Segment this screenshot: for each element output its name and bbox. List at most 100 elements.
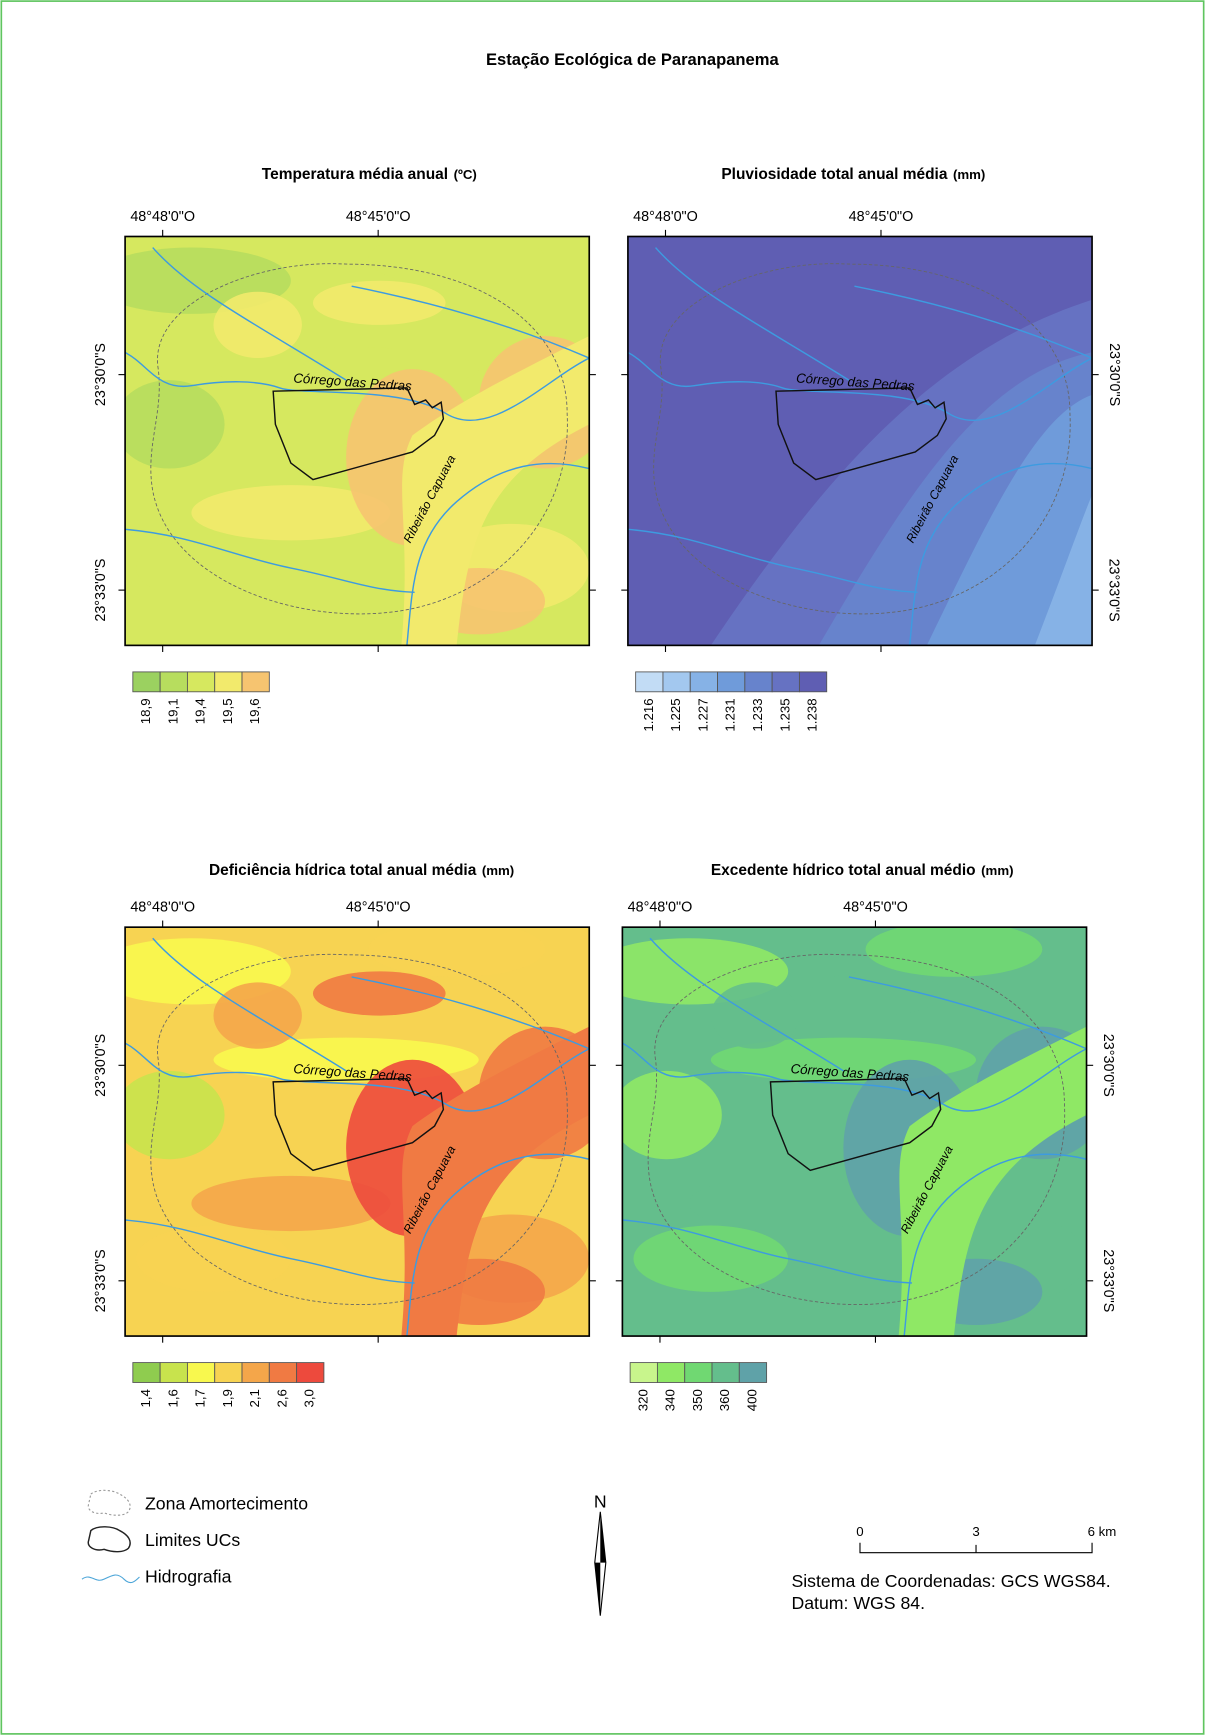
- river: [406, 1153, 590, 1337]
- legend-swatch: [656, 1362, 686, 1383]
- panel-unit: (ºC): [454, 167, 477, 182]
- zone-symbol: [87, 1489, 131, 1516]
- river: [152, 247, 347, 381]
- legend-class-label: 1,9: [220, 1389, 235, 1407]
- uc-boundary: [272, 1077, 445, 1172]
- river: [848, 976, 1087, 1050]
- legend-class-label: 19,4: [193, 698, 208, 724]
- raster-patch: [312, 971, 446, 1016]
- raster-patch: [401, 335, 590, 646]
- legend-class-label: 1.238: [805, 698, 820, 731]
- river: [406, 462, 590, 646]
- legend-class-label: 350: [690, 1389, 705, 1411]
- legend-label: Hidrografia: [145, 1566, 232, 1586]
- legend-class-label: 1,6: [165, 1389, 180, 1407]
- river-symbol: [81, 1574, 140, 1584]
- legend-swatch: [214, 1362, 243, 1383]
- river: [125, 528, 415, 594]
- legend-swatch: [132, 1362, 161, 1383]
- north-label: N: [594, 1491, 607, 1511]
- raster-patch: [368, 236, 546, 287]
- panel-unit: (mm): [482, 863, 514, 878]
- raster-patch: [125, 1070, 225, 1160]
- legend-class-label: 1.235: [777, 698, 792, 731]
- legend-label: Zona Amortecimento: [145, 1494, 308, 1514]
- legend-class-label: 1.231: [723, 698, 738, 731]
- raster-patch: [810, 971, 943, 1016]
- x-coordinate-label: 48°45'0"O: [843, 900, 908, 916]
- panel-unit: (mm): [953, 167, 985, 182]
- legend-class-label: 1.225: [668, 698, 683, 731]
- x-coordinate-label: 48°48'0"O: [628, 900, 693, 916]
- river: [854, 285, 1093, 359]
- legend-swatch: [159, 1362, 188, 1383]
- uc-symbol: [87, 1526, 131, 1553]
- legend-class-label: 320: [635, 1389, 650, 1411]
- y-coordinate-label: 23°33'0"S: [1106, 559, 1122, 622]
- legend-class-label: 340: [663, 1389, 678, 1411]
- raster-patch: [136, 1225, 291, 1292]
- panel-title: Deficiência hídrica total anual média (mm…: [209, 862, 514, 879]
- raster-patch: [368, 927, 546, 977]
- x-coordinate-label: 48°48'0"O: [130, 209, 195, 225]
- river: [152, 937, 347, 1072]
- map-legend: Zona Amortecimento Limites UCs Hidrograf…: [81, 1489, 1117, 1616]
- legend-label: Limites UCs: [145, 1530, 240, 1550]
- scale-label: 3: [972, 1524, 979, 1539]
- legend-swatch: [159, 671, 188, 693]
- legend-class-label: 19,1: [165, 698, 180, 724]
- buffer-zone: [653, 263, 1071, 615]
- legend-swatch: [186, 671, 216, 693]
- map-border: [124, 926, 591, 1337]
- buffer-zone: [150, 953, 568, 1306]
- river: [909, 462, 1093, 646]
- north-arrow-fill: [594, 1511, 606, 1616]
- legend-swatch: [132, 671, 161, 693]
- panel-title-text: Temperatura média anual: [262, 166, 448, 183]
- legend-class-label: 360: [717, 1389, 732, 1411]
- legend-swatch: [635, 671, 664, 693]
- raster-patch: [191, 485, 391, 541]
- buffer-zone: [647, 953, 1066, 1306]
- legend-class-label: 18,9: [138, 698, 153, 724]
- x-coordinate-label: 48°45'0"O: [346, 900, 411, 916]
- raster-patch: [865, 927, 1043, 977]
- legend-swatch: [689, 671, 718, 693]
- legend-class-label: 3,0: [302, 1389, 317, 1407]
- legend-swatch: [738, 1362, 768, 1383]
- x-coordinate-label: 48°48'0"O: [633, 209, 698, 225]
- legend-swatch: [241, 671, 270, 693]
- raster-band: [926, 394, 1093, 646]
- buffer-zone: [150, 263, 568, 615]
- legend-swatch: [186, 1362, 216, 1383]
- legend-swatch: [214, 671, 243, 693]
- crs-text: Sistema de Coordenadas: GCS WGS84.: [791, 1571, 1110, 1591]
- legend-class-label: 2,6: [274, 1389, 289, 1407]
- uc-boundary: [769, 1077, 942, 1172]
- legend-swatch: [662, 671, 691, 693]
- raster-patch: [688, 1175, 888, 1232]
- river: [622, 1219, 912, 1284]
- raster-patch: [136, 534, 291, 602]
- river: [655, 247, 850, 381]
- y-coordinate-label: 23°30'0"S: [1100, 1034, 1116, 1097]
- panel-title: Temperatura média anual (ºC): [262, 166, 477, 183]
- legend-class-label: 2,1: [247, 1389, 262, 1407]
- scale-label: 6 km: [1088, 1524, 1117, 1539]
- scale-label: 0: [856, 1524, 863, 1539]
- raster-band: [1034, 494, 1093, 646]
- river: [351, 285, 590, 359]
- y-coordinate-label: 23°33'0"S: [1100, 1249, 1116, 1312]
- panel-title: Pluviosidade total anual média (mm): [721, 166, 985, 183]
- map-border: [627, 235, 1093, 647]
- legend-swatch: [711, 1362, 740, 1383]
- crs-text: Datum: WGS 84.: [791, 1593, 925, 1613]
- legend-swatch: [629, 1362, 658, 1383]
- legend-swatch: [241, 1362, 270, 1383]
